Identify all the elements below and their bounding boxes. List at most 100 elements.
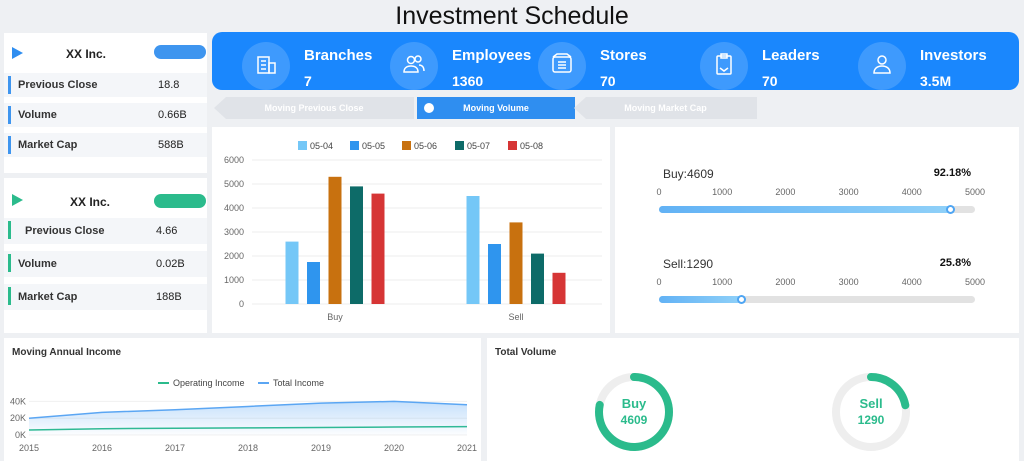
row-value: 588B xyxy=(158,139,184,151)
kpi-value: 70 xyxy=(600,73,616,89)
row-value: 188B xyxy=(156,291,182,303)
play-icon[interactable] xyxy=(12,47,23,59)
bar-chart-panel: 05-04 05-05 05-06 05-07 05-08 0 1000 2000 3000 40… xyxy=(212,127,610,333)
x-tick-label: Buy xyxy=(327,312,343,322)
stock-card-header: XX Inc. xyxy=(4,33,207,73)
legend-label: 05-07 xyxy=(467,141,490,151)
x-tick-label: 2018 xyxy=(238,443,258,453)
kpi-label: Stores xyxy=(600,47,647,64)
tab-bar: Moving Previous Close Moving Volume Movi… xyxy=(214,97,759,119)
tab-moving-previous-close[interactable]: Moving Previous Close xyxy=(214,97,414,119)
page-title: Investment Schedule xyxy=(395,2,629,30)
legend-label: Total Income xyxy=(273,378,324,388)
bar xyxy=(552,272,566,304)
y-tick-label: 6000 xyxy=(224,155,244,165)
legend-swatch xyxy=(508,141,517,150)
legend-swatch xyxy=(455,141,464,150)
status-badge xyxy=(154,45,206,59)
people-icon xyxy=(403,55,425,73)
x-tick-label: 2015 xyxy=(19,443,39,453)
progress-scale: 0 1000 2000 3000 4000 5000 xyxy=(656,187,985,199)
legend-swatch xyxy=(402,141,411,150)
bar xyxy=(328,176,342,304)
stock-row-previous-close: Previous Close 4.66 xyxy=(4,218,207,244)
kpi-bar: Branches 7 Employees 1360 Stores 70 Lead… xyxy=(212,32,1019,90)
scale-tick: 5000 xyxy=(964,277,986,287)
y-tick-label: 4000 xyxy=(224,203,244,213)
kpi-value: 70 xyxy=(762,73,778,89)
area-chart: Operating Income Total Income 0K 20K 40K 2015… xyxy=(10,378,477,453)
gauge-label: Sell xyxy=(859,396,883,411)
y-tick-label: 0 xyxy=(239,299,244,309)
x-tick-label: 2017 xyxy=(165,443,185,453)
bar xyxy=(285,241,299,304)
panel-title: Moving Annual Income xyxy=(12,347,122,358)
row-value: 0.66B xyxy=(158,109,187,121)
gauge-sell: Sell 1290 xyxy=(831,372,911,452)
gauge-value: 1290 xyxy=(857,413,885,427)
legend-label: Operating Income xyxy=(173,378,245,388)
scale-tick: 1000 xyxy=(712,277,733,287)
x-tick-label: 2016 xyxy=(92,443,112,453)
x-tick-label: 2021 xyxy=(457,443,477,453)
progress-percent: 92.18% xyxy=(933,167,971,179)
row-label: Market Cap xyxy=(18,291,78,303)
store-list-icon xyxy=(552,53,572,73)
kpi-label: Investors xyxy=(920,47,987,64)
bar xyxy=(371,193,385,304)
scale-tick: 3000 xyxy=(838,277,859,287)
legend-label: 05-06 xyxy=(414,141,437,151)
panel-title: Total Volume xyxy=(495,347,557,358)
scale-tick: 4000 xyxy=(901,277,922,287)
play-icon[interactable] xyxy=(12,194,23,206)
x-tick-label: 2019 xyxy=(311,443,331,453)
progress-percent: 25.8% xyxy=(939,257,971,269)
x-tick-label: 2020 xyxy=(384,443,404,453)
kpi-value: 1360 xyxy=(452,73,484,89)
y-tick-label: 40K xyxy=(10,396,26,406)
kpi-label: Employees xyxy=(452,47,532,64)
scale-tick: 4000 xyxy=(901,187,922,197)
legend-label: 05-05 xyxy=(362,141,385,151)
tab-moving-market-cap[interactable]: Moving Market Cap xyxy=(574,97,757,119)
scale-tick: 3000 xyxy=(838,187,859,197)
kpi-label: Leaders xyxy=(762,47,820,64)
series-line xyxy=(28,400,468,419)
progress-fill xyxy=(659,206,951,213)
tab-moving-volume[interactable]: Moving Volume xyxy=(417,97,575,119)
scale-tick: 2000 xyxy=(775,277,796,287)
progress-track xyxy=(659,295,975,304)
row-label: Previous Close xyxy=(25,225,105,237)
row-label: Previous Close xyxy=(18,79,98,91)
tab-label: Moving Volume xyxy=(463,103,529,113)
stock-row-volume: Volume 0.66B xyxy=(4,103,207,127)
stock-row-previous-close: Previous Close 18.8 xyxy=(4,73,207,97)
stock-row-market-cap: Market Cap 188B xyxy=(4,284,207,310)
stock-row-volume: Volume 0.02B xyxy=(4,251,207,277)
y-tick-label: 5000 xyxy=(224,179,244,189)
progress-handle[interactable] xyxy=(946,205,956,214)
scale-tick: 1000 xyxy=(712,187,733,197)
progress-handle[interactable] xyxy=(736,295,746,304)
stock-card-2: XX Inc. Previous Close 4.66 Volume 0.02B M… xyxy=(4,178,207,333)
legend-swatch xyxy=(298,141,307,150)
y-tick-label: 2000 xyxy=(224,251,244,261)
bar xyxy=(488,244,501,304)
clipboard-icon xyxy=(716,53,732,75)
bar xyxy=(509,222,523,304)
progress-scale: 0 1000 2000 3000 4000 5000 xyxy=(656,277,985,289)
legend-label: 05-04 xyxy=(310,141,333,151)
progress-label: Sell:1290 xyxy=(663,257,714,271)
y-tick-label: 20K xyxy=(10,413,26,423)
gauge-buy: Buy 4609 xyxy=(594,372,674,452)
scale-tick: 2000 xyxy=(775,187,796,197)
scale-tick: 0 xyxy=(656,277,662,287)
total-volume-panel: Total Volume Buy 4609 Sell 1290 xyxy=(487,338,1019,461)
progress-fill xyxy=(659,296,741,303)
gauge-label: Buy xyxy=(621,396,647,411)
bar xyxy=(466,196,480,304)
building-icon xyxy=(257,56,276,74)
active-dot-icon xyxy=(424,103,434,113)
progress-label: Buy:4609 xyxy=(663,167,714,181)
progress-panel: Buy:4609 92.18% 0 1000 2000 3000 4000 50… xyxy=(615,127,1019,333)
